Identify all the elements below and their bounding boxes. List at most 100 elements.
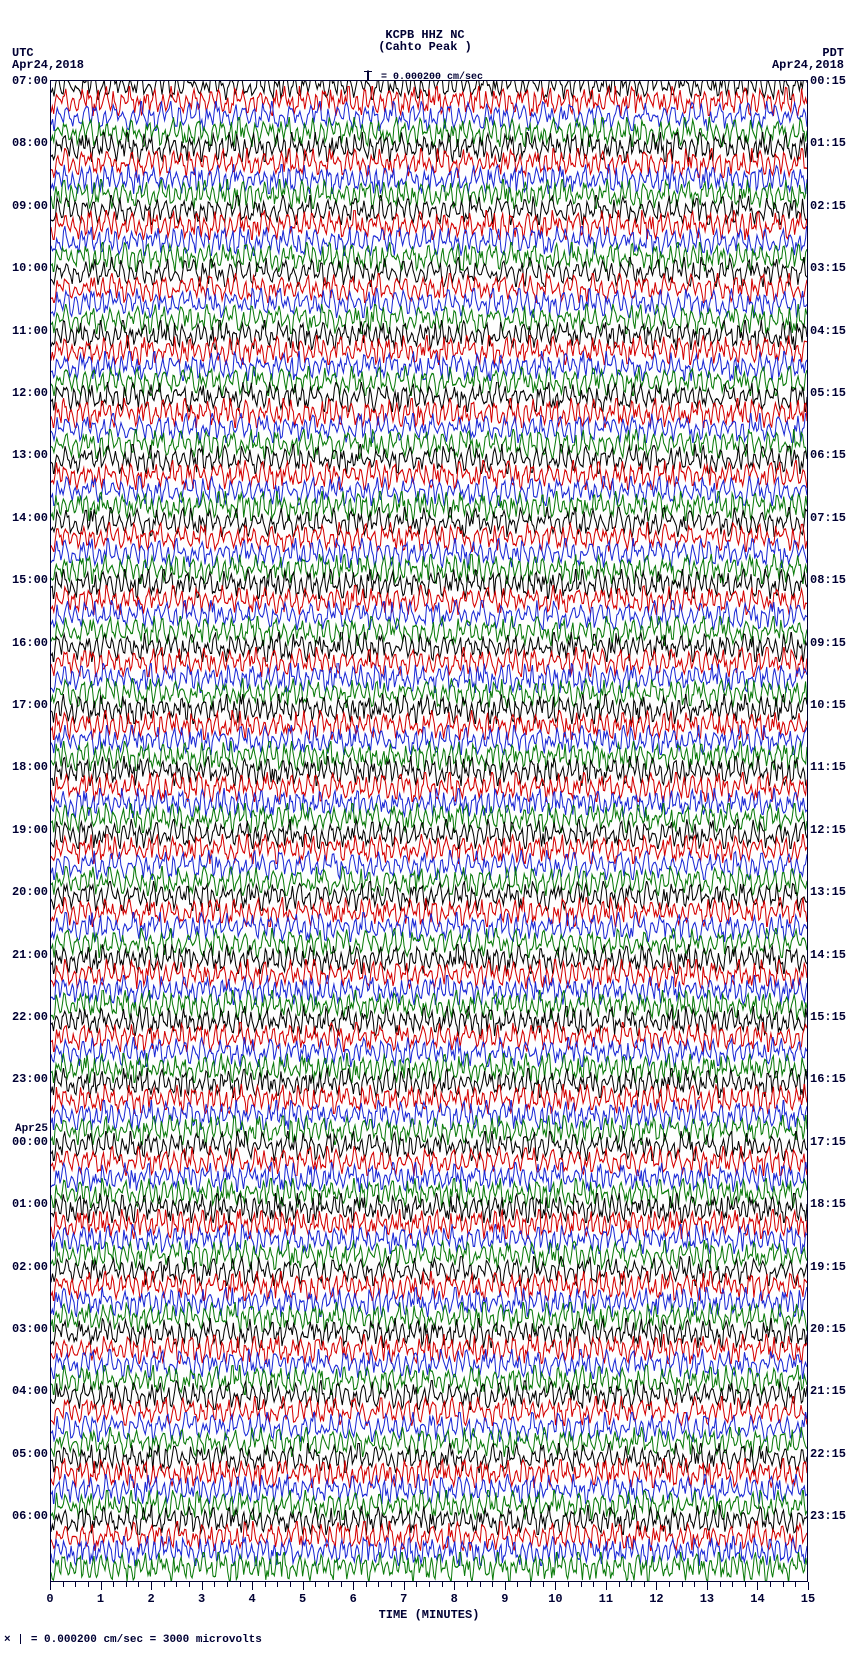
- seismic-trace: [51, 632, 807, 662]
- utc-hour-label: 20:00: [12, 885, 48, 899]
- x-tick-label: 15: [801, 1592, 815, 1606]
- x-tick-minor: [732, 1582, 733, 1587]
- utc-hour-label: 00:00: [12, 1135, 48, 1149]
- x-tick-minor: [517, 1582, 518, 1587]
- x-tick-minor: [669, 1582, 670, 1587]
- utc-hour-label: 09:00: [12, 199, 48, 213]
- x-tick-minor: [240, 1582, 241, 1587]
- x-tick-label: 6: [350, 1592, 357, 1606]
- seismic-trace: [51, 616, 807, 646]
- seismic-trace: [51, 569, 807, 599]
- seismic-trace: [51, 1022, 807, 1052]
- x-tick-major: [101, 1582, 102, 1590]
- x-tick-minor: [88, 1582, 89, 1587]
- x-tick-minor: [214, 1582, 215, 1587]
- x-tick-minor: [189, 1582, 190, 1587]
- seismic-trace: [51, 912, 807, 942]
- seismic-trace: [51, 1552, 807, 1582]
- seismic-trace: [51, 460, 807, 490]
- seismic-trace: [51, 351, 807, 381]
- x-tick-minor: [694, 1582, 695, 1587]
- x-tick-label: 14: [750, 1592, 764, 1606]
- seismic-trace: [51, 1349, 807, 1379]
- x-tick-minor: [366, 1582, 367, 1587]
- seismic-trace: [51, 507, 807, 537]
- seismic-trace: [51, 1474, 807, 1504]
- x-tick-major: [707, 1582, 708, 1590]
- seismic-trace: [51, 257, 807, 287]
- x-tick-major: [303, 1582, 304, 1590]
- seismic-trace: [51, 1115, 807, 1145]
- x-tick-major: [656, 1582, 657, 1590]
- seismic-trace: [51, 1240, 807, 1270]
- seismic-trace: [51, 1302, 807, 1332]
- helicorder-figure: UTC Apr24,2018 PDT Apr24,2018 KCPB HHZ N…: [0, 0, 850, 1655]
- x-tick-label: 12: [649, 1592, 663, 1606]
- x-tick-minor: [341, 1582, 342, 1587]
- seismic-trace: [51, 226, 807, 256]
- seismic-trace: [51, 819, 807, 849]
- seismic-trace: [51, 944, 807, 974]
- x-tick-major: [252, 1582, 253, 1590]
- x-tick-minor: [770, 1582, 771, 1587]
- pdt-hour-label: 04:15: [810, 324, 846, 338]
- seismic-trace: [51, 195, 807, 225]
- seismic-trace: [51, 273, 807, 303]
- seismic-trace: [51, 522, 807, 552]
- seismic-trace: [51, 398, 807, 428]
- seismic-trace: [51, 86, 807, 116]
- pdt-hour-label: 12:15: [810, 823, 846, 837]
- seismic-trace: [51, 288, 807, 318]
- x-tick-minor: [164, 1582, 165, 1587]
- utc-hour-label: 01:00: [12, 1197, 48, 1211]
- x-tick-minor: [391, 1582, 392, 1587]
- figure-header: UTC Apr24,2018 PDT Apr24,2018 KCPB HHZ N…: [0, 0, 850, 80]
- utc-hour-label: 03:00: [12, 1322, 48, 1336]
- seismic-trace: [51, 756, 807, 786]
- x-tick-minor: [442, 1582, 443, 1587]
- x-tick-label: 2: [147, 1592, 154, 1606]
- pdt-hour-label: 02:15: [810, 199, 846, 213]
- seismic-trace: [51, 1521, 807, 1551]
- x-tick-major: [353, 1582, 354, 1590]
- x-tick-minor: [265, 1582, 266, 1587]
- pdt-hour-label: 16:15: [810, 1072, 846, 1086]
- pdt-hour-label: 08:15: [810, 573, 846, 587]
- seismic-trace: [51, 335, 807, 365]
- seismic-trace: [51, 975, 807, 1005]
- seismic-trace: [51, 1458, 807, 1488]
- x-tick-minor: [644, 1582, 645, 1587]
- pdt-hour-label: 06:15: [810, 448, 846, 462]
- utc-hour-label: 04:00: [12, 1384, 48, 1398]
- x-tick-label: 13: [700, 1592, 714, 1606]
- utc-hour-label: 10:00: [12, 261, 48, 275]
- seismic-trace: [51, 1053, 807, 1083]
- utc-hour-label: 08:00: [12, 136, 48, 150]
- x-tick-minor: [720, 1582, 721, 1587]
- x-tick-major: [404, 1582, 405, 1590]
- pdt-hour-label: 15:15: [810, 1010, 846, 1024]
- seismic-trace: [51, 959, 807, 989]
- seismic-trace: [51, 897, 807, 927]
- seismic-trace: [51, 1006, 807, 1036]
- x-tick-minor: [530, 1582, 531, 1587]
- utc-hour-label: 19:00: [12, 823, 48, 837]
- pdt-hour-label: 14:15: [810, 948, 846, 962]
- seismic-trace: [51, 1193, 807, 1223]
- pdt-hour-label: 05:15: [810, 386, 846, 400]
- seismic-trace: [51, 928, 807, 958]
- seismic-trace: [51, 1084, 807, 1114]
- x-tick-minor: [290, 1582, 291, 1587]
- seismic-trace: [51, 1178, 807, 1208]
- pdt-hour-label: 01:15: [810, 136, 846, 150]
- x-tick-minor: [138, 1582, 139, 1587]
- x-axis-title: TIME (MINUTES): [50, 1608, 808, 1622]
- x-tick-label: 8: [451, 1592, 458, 1606]
- utc-hour-label: 13:00: [12, 448, 48, 462]
- x-tick-minor: [492, 1582, 493, 1587]
- x-tick-minor: [113, 1582, 114, 1587]
- seismic-trace: [51, 179, 807, 209]
- seismic-trace: [51, 850, 807, 880]
- seismic-trace: [51, 866, 807, 896]
- pdt-hour-label: 03:15: [810, 261, 846, 275]
